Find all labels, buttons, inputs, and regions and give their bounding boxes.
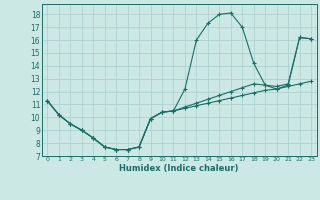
X-axis label: Humidex (Indice chaleur): Humidex (Indice chaleur) <box>119 164 239 173</box>
